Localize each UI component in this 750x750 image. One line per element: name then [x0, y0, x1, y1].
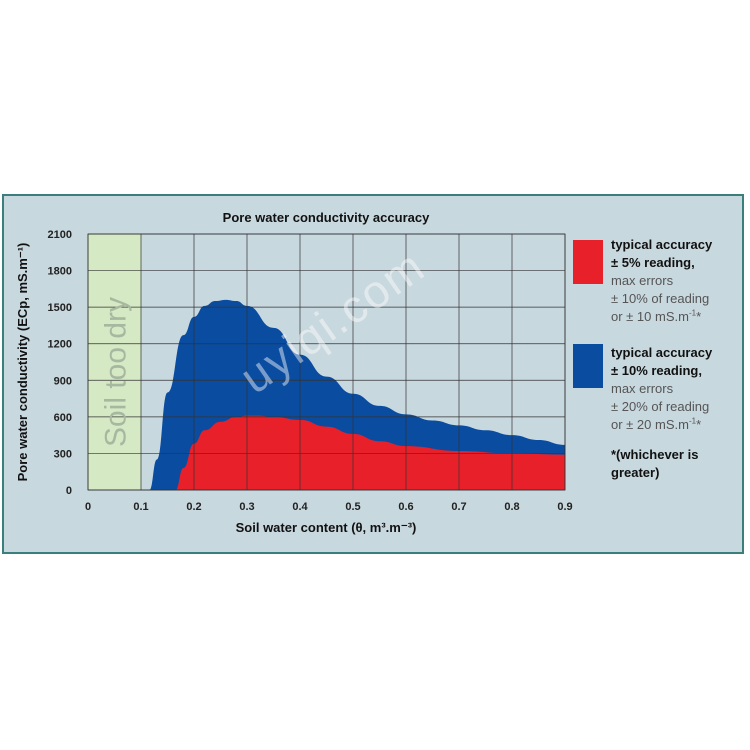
x-tick-label: 0 — [85, 501, 91, 513]
y-tick-label: 1500 — [48, 302, 72, 314]
x-tick-label: 0.2 — [186, 501, 201, 513]
x-axis-label: Soil water content (θ, m³.m⁻³) — [236, 520, 417, 535]
y-axis-label: Pore water conductivity (ECp, mS.m⁻¹) — [15, 243, 30, 482]
y-tick-label: 0 — [66, 485, 72, 497]
y-tick-label: 300 — [54, 448, 72, 460]
y-tick-label: 600 — [54, 412, 72, 424]
chart-title: Pore water conductivity accuracy — [223, 210, 430, 225]
x-tick-label: 0.8 — [504, 501, 519, 513]
legend-footnote: *(whichever is greater) — [611, 446, 741, 482]
footnote-line: greater) — [611, 465, 660, 480]
legend-line: ± 10% of reading — [611, 291, 710, 306]
x-tick-label: 0.3 — [239, 501, 254, 513]
footnote-line: *(whichever is — [611, 447, 699, 462]
legend-text-10pct: typical accuracy ± 10% reading, max erro… — [611, 344, 741, 434]
legend-swatch-blue — [573, 344, 603, 388]
y-tick-label: 2100 — [48, 229, 72, 241]
legend-line: typical accuracy — [611, 345, 713, 360]
plot-border — [87, 233, 566, 491]
x-tick-label: 0.1 — [133, 501, 148, 513]
legend-line: max errors — [611, 381, 674, 396]
y-tick-label: 900 — [54, 375, 72, 387]
soil-too-dry-region — [88, 234, 141, 490]
area-series-5pct — [175, 415, 565, 490]
y-tick-label: 1800 — [48, 266, 72, 278]
x-tick-label: 0.9 — [557, 501, 572, 513]
legend-line: ± 20% of reading — [611, 399, 710, 414]
legend-line: ± 10% reading, — [611, 363, 702, 378]
legend-text-5pct: typical accuracy ± 5% reading, max error… — [611, 236, 741, 326]
legend-line: ± 5% reading, — [611, 255, 695, 270]
y-tick-label: 1200 — [48, 339, 72, 351]
legend-swatch-red — [573, 240, 603, 284]
soil-too-dry-label: Soil too dry — [100, 297, 133, 447]
legend-line: max errors — [611, 273, 674, 288]
x-tick-label: 0.4 — [292, 501, 308, 513]
legend-line: or ± 20 mS.m-1* — [611, 416, 702, 432]
x-tick-label: 0.6 — [398, 501, 413, 513]
x-tick-label: 0.7 — [451, 501, 466, 513]
legend-line: or ± 10 mS.m-1* — [611, 308, 702, 324]
x-tick-label: 0.5 — [345, 501, 360, 513]
legend-line: typical accuracy — [611, 237, 713, 252]
